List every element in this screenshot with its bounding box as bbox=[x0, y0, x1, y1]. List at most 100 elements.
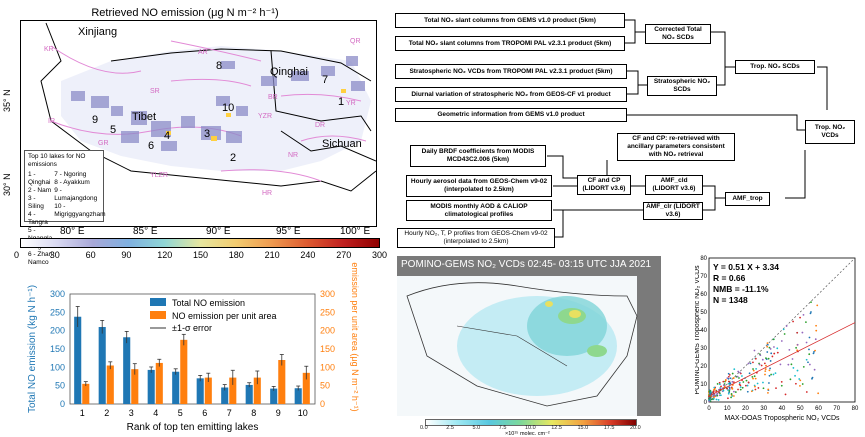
bar bbox=[245, 384, 253, 404]
gems-colorbar-tick: 15.0 bbox=[577, 425, 589, 431]
scatter-point bbox=[792, 320, 794, 323]
scatter-point bbox=[785, 325, 788, 327]
scatter-point bbox=[812, 352, 815, 355]
scatter-point bbox=[802, 365, 805, 368]
scatter-point bbox=[799, 316, 801, 319]
scatter-point bbox=[816, 304, 819, 307]
y-tick: 10 bbox=[700, 382, 707, 388]
gems-colorbar-tick: 20.0 bbox=[630, 425, 641, 431]
scatter-point bbox=[769, 348, 772, 350]
scatter-point bbox=[710, 398, 713, 401]
wf-trop-vcd-box: Trop. NO₂ VCDs bbox=[805, 120, 855, 144]
wf-cf-cp-retrieved-box: CF and CP: re-retrieved with ancillary p… bbox=[617, 133, 735, 161]
scatter-point bbox=[738, 377, 740, 379]
x-tick: 9 bbox=[276, 408, 281, 418]
bar bbox=[196, 378, 204, 404]
scatter-point bbox=[796, 331, 799, 334]
scatter-point bbox=[780, 384, 783, 387]
scatter-point bbox=[758, 363, 761, 366]
scatter-point bbox=[792, 367, 795, 369]
x-axis-label: MAX-DOAS Tropospheric NO₂ VCDs bbox=[724, 415, 840, 422]
fit-statistic: N = 1348 bbox=[713, 295, 748, 305]
lake-legend-entry: 9 - Lumajangdong bbox=[54, 187, 98, 202]
lake-number-5: 5 bbox=[110, 124, 117, 136]
basin-label-gr: GR bbox=[98, 140, 109, 147]
scatter-point bbox=[733, 390, 735, 393]
gems-colorbar-tick: 2.5 bbox=[446, 425, 454, 431]
lake-legend-entry: 1 - Qinghai bbox=[28, 171, 51, 186]
region-label-xinjiang: Xinjiang bbox=[78, 26, 118, 38]
scatter-point bbox=[801, 331, 804, 334]
wf-modis-aod-box: MODIS monthly AOD & CALIOP climatologica… bbox=[406, 200, 552, 221]
y-tick: 80 bbox=[700, 256, 707, 262]
scatter-point bbox=[810, 311, 812, 313]
left-y-tick: 300 bbox=[50, 289, 65, 299]
scatter-point bbox=[726, 387, 728, 390]
region-label-sichuan: Sichuan bbox=[322, 138, 362, 150]
left-y-tick: 100 bbox=[50, 362, 65, 372]
scatter-point bbox=[730, 393, 733, 395]
scatter-point bbox=[747, 381, 750, 384]
right-y-tick: 300 bbox=[320, 289, 335, 299]
lake-number-4: 4 bbox=[164, 130, 171, 142]
scatter-point bbox=[814, 338, 817, 341]
lake-legend-entry: 7 - Ngoring bbox=[54, 171, 87, 178]
scatter-point bbox=[716, 383, 719, 385]
lake-number-10: 10 bbox=[222, 102, 235, 114]
scatter-point bbox=[752, 361, 754, 364]
scatter-point bbox=[765, 357, 767, 360]
scatter-point bbox=[741, 375, 743, 377]
lake-number-2: 2 bbox=[230, 152, 237, 164]
emission-colorbar-tick: 210 bbox=[264, 250, 280, 260]
scatter-point bbox=[722, 389, 725, 392]
lake-legend-entry: 3 - Siling bbox=[28, 195, 44, 210]
basin-label-ylzr: YLZR bbox=[150, 172, 168, 179]
region-label-tibet: Tibet bbox=[132, 111, 157, 123]
emission-colorbar-tick: 30 bbox=[49, 250, 60, 260]
scatter-point bbox=[750, 390, 753, 393]
right-y-tick: 0 bbox=[320, 399, 325, 409]
lake-number-9: 9 bbox=[92, 114, 99, 126]
scatter-point bbox=[729, 377, 732, 380]
gems-map-title: POMINO-GEMS NO₂ VCDs 02:45- 03:15 UTC JJ… bbox=[401, 259, 652, 270]
scatter-point bbox=[809, 312, 812, 315]
bar bbox=[147, 369, 155, 404]
scatter-point bbox=[731, 380, 734, 383]
lon-label-95: 95° E bbox=[276, 226, 301, 237]
lake-legend-entry: 4 - Tangra bbox=[28, 211, 48, 226]
basin-label-br: BR bbox=[268, 94, 278, 101]
scatter-point bbox=[727, 392, 730, 395]
validation-scatter-plot: 00 10 10 20 20 30 30 40 40 50 50 60 60 70 70 80 80 MAX-DO… bbox=[695, 256, 859, 422]
scatter-point bbox=[709, 396, 712, 399]
scatter-point bbox=[764, 370, 767, 373]
scatter-point bbox=[734, 391, 737, 393]
lake-legend-entry: 2 - Nam bbox=[28, 187, 52, 194]
scatter-point bbox=[769, 367, 771, 370]
scatter-point bbox=[712, 397, 715, 400]
scatter-point bbox=[765, 364, 767, 367]
scatter-point bbox=[727, 380, 730, 383]
scatter-point bbox=[766, 345, 769, 348]
wf-trop-scd-box: Trop. NO₂ SCDs bbox=[735, 60, 815, 74]
scatter-point bbox=[716, 394, 719, 397]
x-tick: 6 bbox=[202, 408, 207, 418]
legend-entry: NO emission per unit area bbox=[172, 311, 277, 321]
scatter-point bbox=[720, 385, 722, 388]
wf-amf-trop-box: AMF_trop bbox=[725, 192, 770, 206]
bar bbox=[221, 387, 229, 404]
scatter-point bbox=[814, 349, 816, 352]
bar bbox=[229, 377, 237, 404]
scatter-point bbox=[749, 362, 752, 365]
scatter-point bbox=[805, 341, 808, 344]
wf-diurnal-box: Diurnal variation of stratospheric NO₂ f… bbox=[395, 87, 627, 102]
bar bbox=[302, 372, 310, 404]
bar bbox=[123, 337, 131, 404]
scatter-point bbox=[716, 392, 719, 395]
lake-legend-title: Top 10 lakes for NO emissions bbox=[28, 153, 86, 168]
scatter-point bbox=[779, 363, 782, 366]
scatter-point bbox=[752, 368, 754, 370]
x-tick: 80 bbox=[852, 406, 859, 412]
scatter-point bbox=[712, 394, 715, 397]
x-tick: 2 bbox=[104, 408, 109, 418]
scatter-point bbox=[790, 363, 793, 366]
